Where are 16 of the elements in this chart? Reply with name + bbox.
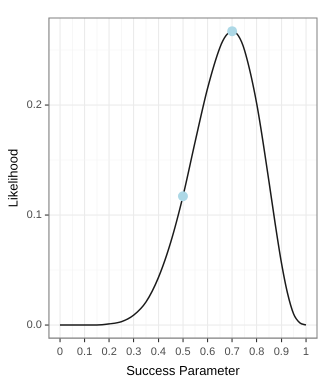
y-tick-label: 0.0 [26, 319, 42, 332]
x-axis-title: Success Parameter [126, 362, 240, 378]
x-tick-label: 0.9 [274, 346, 289, 358]
x-tick-label: 0 [56, 346, 64, 358]
x-tick-label: 0.7 [224, 346, 240, 358]
x-tick-label: 0.6 [200, 346, 216, 358]
y-tick-label: 0.1 [26, 208, 42, 221]
x-tick-label: 0.5 [175, 346, 191, 358]
x-tick-label: 0.1 [76, 346, 92, 358]
y-axis-title: Likelihood [5, 148, 20, 208]
x-tick-label: 0.8 [249, 346, 264, 358]
x-tick-label: 0.4 [150, 346, 166, 358]
x-tick-label: 0.3 [126, 346, 142, 358]
y-tick-label: 0.2 [26, 98, 42, 111]
x-tick-label: 0.2 [102, 346, 117, 358]
x-tick-label: 1 [302, 346, 309, 358]
